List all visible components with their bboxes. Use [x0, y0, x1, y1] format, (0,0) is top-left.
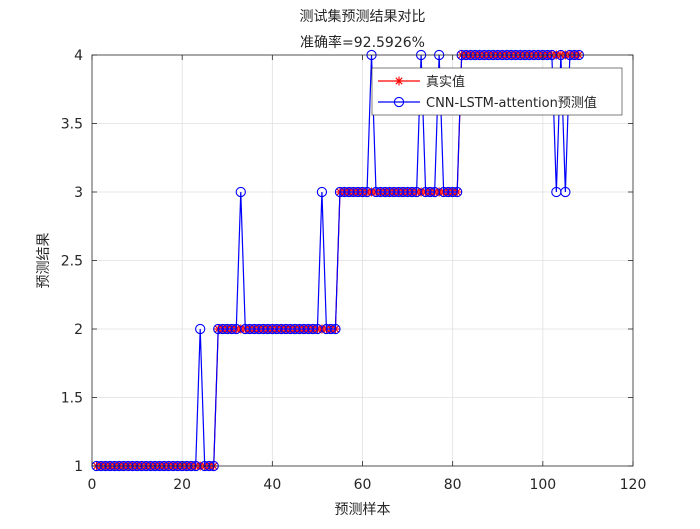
predicted-value-point [226, 323, 237, 335]
axis-ticks: 0 20 40 60 80 100 120 1 1.5 2 2.5 3 3.5 4 [61, 48, 647, 493]
legend-sample-predicted-values [378, 96, 420, 108]
predicted-value-point [235, 186, 246, 198]
legend: 真实值 CNN-LSTM-attention预测值 [371, 67, 623, 116]
predicted-value-point [406, 186, 418, 198]
legend-box [371, 67, 623, 116]
y-tick-label: 4 [74, 48, 83, 64]
x-tick-label: 120 [620, 477, 647, 493]
y-tick-label: 2.5 [61, 254, 83, 270]
chart-title: 测试集预测结果对比 [300, 8, 426, 25]
x-axis-label: 预测样本 [335, 502, 391, 518]
predicted-value-point [195, 323, 206, 335]
y-tick-label: 3 [74, 185, 83, 201]
legend-label-true-values: 真实值 [426, 74, 465, 90]
y-tick-label: 1 [74, 459, 83, 475]
predicted-value-point [330, 323, 341, 335]
predicted-value-point [357, 186, 368, 198]
x-tick-label: 0 [88, 477, 97, 493]
grid [92, 55, 633, 466]
asterisk-stroke [395, 77, 403, 85]
legend-marker-true-values [394, 76, 404, 86]
legend-marker-predicted-values [393, 96, 405, 108]
predicted-value-point [316, 186, 328, 198]
legend-label-predicted-values: CNN-LSTM-attention预测值 [426, 95, 597, 111]
predicted-value-point [325, 323, 337, 335]
x-tick-label: 80 [444, 477, 462, 493]
predicted-value-point [447, 186, 458, 198]
predicted-value-point [560, 186, 571, 198]
legend-sample-true-values [378, 76, 420, 86]
chart-subtitle: 准确率=92.5926% [300, 34, 425, 51]
x-tick-label: 60 [354, 477, 372, 493]
y-tick-label: 2 [74, 322, 83, 338]
y-tick-label: 3.5 [61, 117, 83, 133]
x-tick-label: 100 [529, 477, 556, 493]
x-tick-label: 40 [263, 477, 281, 493]
predicted-value-point [307, 323, 319, 335]
predicted-value-point [452, 186, 463, 198]
predicted-value-point [424, 186, 436, 198]
y-tick-label: 1.5 [61, 391, 83, 407]
y-axis-label: 预测结果 [36, 233, 52, 289]
x-tick-label: 20 [173, 477, 191, 493]
